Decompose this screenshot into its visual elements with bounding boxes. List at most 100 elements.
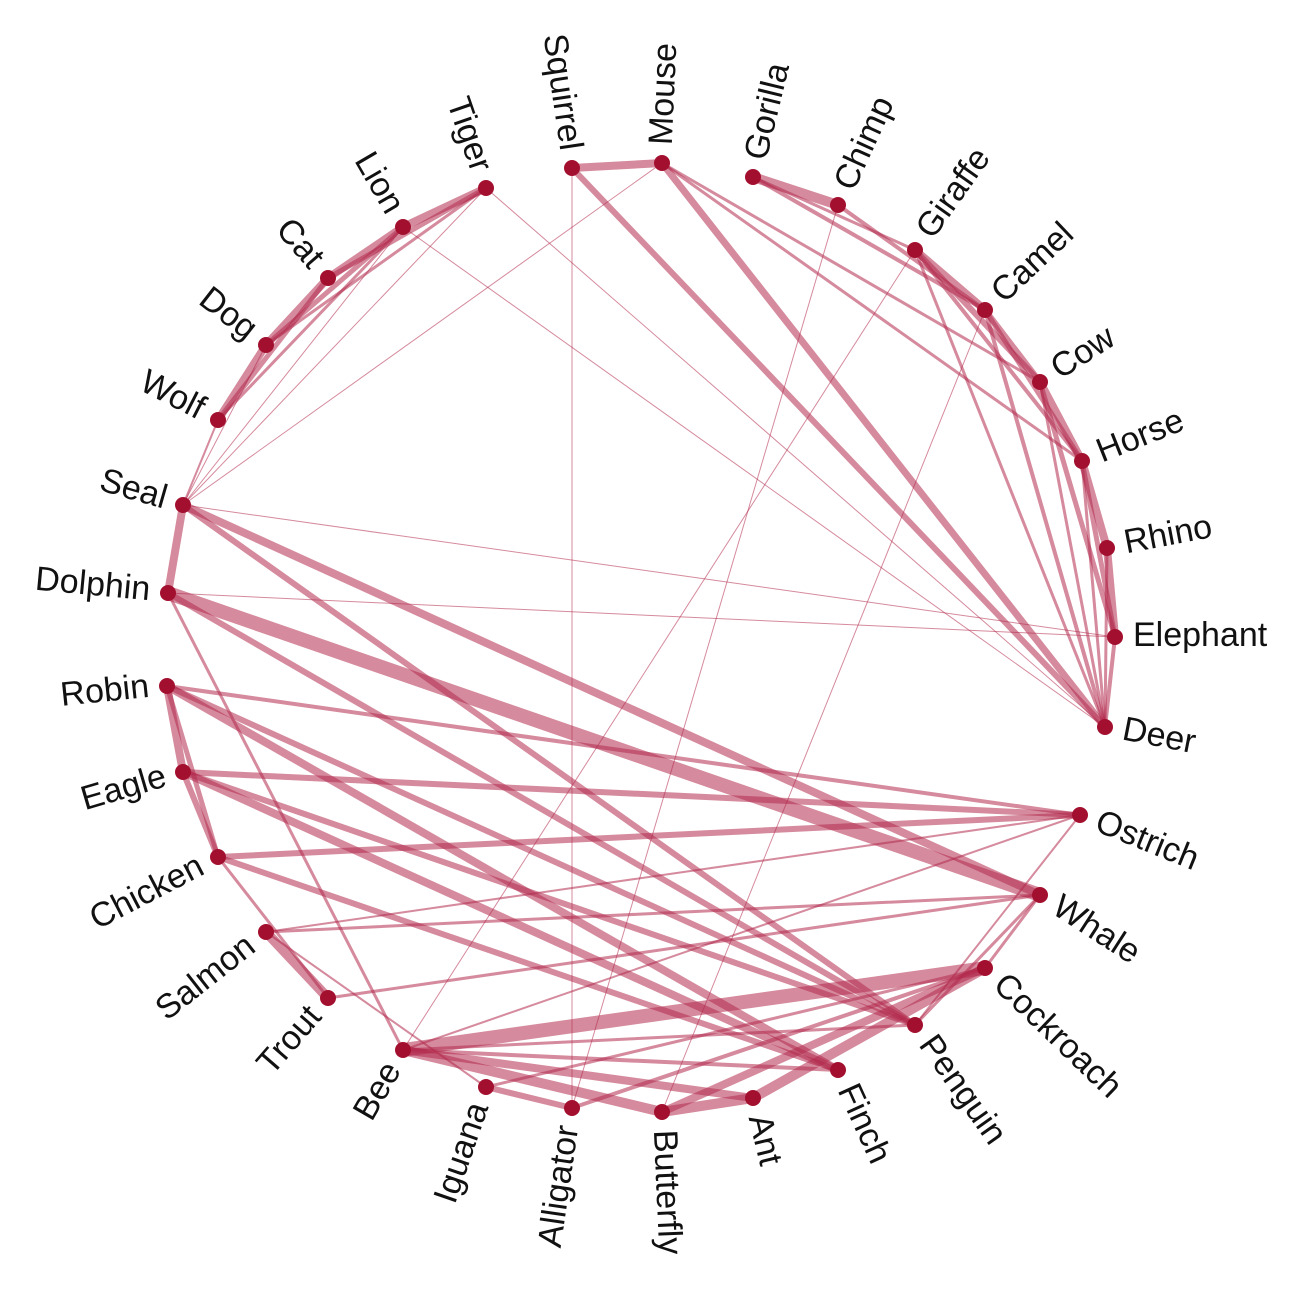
node-label: Cat [269,211,333,276]
node [564,1100,580,1116]
node-label: Salmon [148,927,262,1028]
edge [182,419,219,506]
edge [402,226,1106,728]
edge [182,187,487,506]
edge [396,961,992,1057]
node [160,585,176,601]
node-label: Chimp [826,91,901,196]
node-label: Butterfly [646,1129,689,1255]
edge [182,504,1116,638]
node [1097,719,1113,735]
edge [401,1048,840,1072]
node [1074,453,1090,469]
edge [483,1084,575,1111]
node-label: Deer [1119,710,1199,761]
node [830,1062,846,1078]
node-label: Tiger [439,92,500,176]
edge [751,175,987,312]
node-label: Seal [96,461,172,516]
node-label: Horse [1091,401,1189,470]
edge [571,204,839,1109]
edge [164,501,187,597]
node [654,1104,670,1120]
edge [182,162,663,506]
edge [326,893,1042,1000]
node-label: Alligator [531,1123,586,1250]
edge [164,683,918,1028]
edge [166,591,405,1052]
node-label: Squirrel [536,31,591,152]
edge [216,855,330,1000]
edge [265,931,487,1088]
node-label: Finch [830,1078,899,1169]
edge [179,501,1044,899]
node-label: Lion [347,145,412,220]
edge [1080,459,1107,729]
edge [751,175,917,252]
node [210,412,226,428]
node-label: Ostrich [1090,802,1204,878]
node [1107,629,1123,645]
node-label: Giraffe [908,140,998,245]
edge [914,814,1081,1026]
edge [165,590,918,1028]
edge [1079,458,1118,640]
node [159,678,175,694]
node [258,924,274,940]
node [478,1079,494,1095]
edge [836,203,987,312]
edge [660,161,1084,463]
node-label: Eagle [76,757,170,818]
node [175,764,191,780]
node [1099,540,1115,556]
edge [398,1045,667,1117]
edge [484,966,987,1089]
node-label: Cockroach [986,965,1129,1105]
edge [182,344,267,506]
edge [568,159,666,172]
edge [569,165,1108,730]
edge [570,966,987,1110]
node [654,155,670,171]
node [745,169,761,185]
node-label: Camel [984,215,1081,310]
edge [402,814,1081,1051]
node [564,160,580,176]
edge [658,964,989,1116]
node [1032,374,1048,390]
edge [180,769,1083,818]
node [907,1017,923,1033]
node [745,1090,761,1106]
edge [661,309,986,1113]
node [395,219,411,235]
node-label: Bee [346,1055,409,1126]
node [1072,807,1088,823]
edge [163,682,842,1074]
node-label: Dolphin [34,560,152,609]
node-label: Chicken [83,847,210,937]
node [210,849,226,865]
node-label: Ant [741,1111,790,1170]
node-label: Wolf [134,362,212,427]
edge [264,893,1042,934]
edge [983,308,1107,729]
edge [182,226,404,506]
node [977,302,993,318]
node [977,960,993,976]
edge [165,684,1082,817]
node [320,990,336,1006]
node-label: Dog [192,279,265,347]
edge [913,248,1107,729]
node [395,1042,411,1058]
node-label: Robin [59,667,151,714]
node-label: Rhino [1121,507,1215,561]
edge [401,1023,917,1052]
edge-layer [161,159,1119,1117]
edge [167,592,1116,638]
node-label: Mouse [642,42,684,146]
edge [180,502,918,1028]
edge [265,814,1081,933]
node-label: Elephant [1133,616,1268,654]
edge [216,225,405,422]
